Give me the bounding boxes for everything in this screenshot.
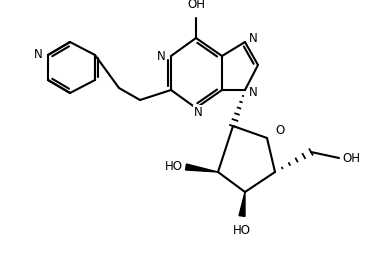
Text: HO: HO <box>233 224 251 237</box>
Text: N: N <box>157 50 166 63</box>
Text: OH: OH <box>342 151 360 164</box>
Text: N: N <box>34 49 43 62</box>
Text: OH: OH <box>187 0 205 11</box>
Polygon shape <box>185 164 218 172</box>
Text: N: N <box>194 105 203 118</box>
Polygon shape <box>239 192 245 216</box>
Text: O: O <box>275 124 284 137</box>
Text: HO: HO <box>165 160 183 173</box>
Text: N: N <box>249 86 258 99</box>
Text: N: N <box>249 33 258 46</box>
